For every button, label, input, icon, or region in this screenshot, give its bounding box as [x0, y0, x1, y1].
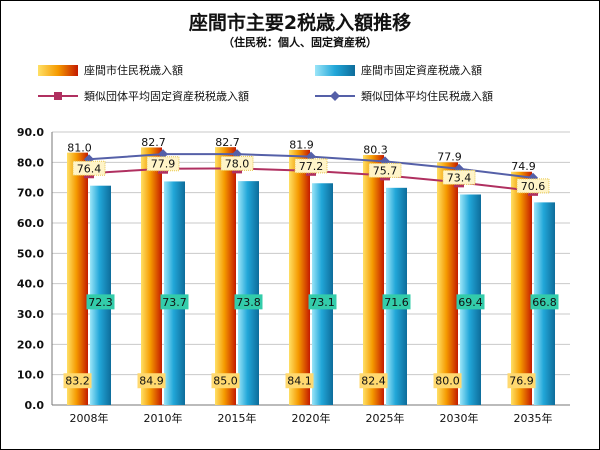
data-label-similar-property-tax-box: [72, 160, 106, 176]
y-tick-label: 20.0: [17, 338, 44, 351]
y-tick-label: 40.0: [17, 278, 44, 291]
data-label-similar-property-tax: 77.2: [299, 160, 324, 173]
y-tick-label: 90.0: [17, 126, 44, 139]
bar-resident-tax: [215, 147, 236, 405]
data-label-property-tax-box: [86, 294, 115, 310]
data-label-resident-tax-box: [507, 373, 536, 389]
legend-swatch-property-tax: [315, 64, 355, 76]
chart-subtitle: （住民税：個人、固定資産税）: [223, 36, 377, 49]
legend-swatch-similar-property-tax: [38, 92, 78, 100]
data-label-resident-tax: 84.9: [139, 375, 164, 388]
data-label-property-tax: 73.1: [310, 296, 335, 309]
bar-resident-tax: [67, 152, 88, 405]
bar-property-tax: [238, 181, 259, 405]
data-label-property-tax-box: [234, 294, 263, 310]
data-label-similar-property-tax: 78.0: [225, 157, 250, 170]
y-tick-label: 50.0: [17, 247, 44, 260]
x-tick-label: 2025年: [366, 411, 405, 425]
data-label-similar-property-tax: 76.4: [77, 162, 102, 175]
data-label-similar-property-tax: 70.6: [521, 180, 546, 193]
data-label-property-tax-box: [308, 294, 337, 310]
data-label-resident-tax: 83.2: [65, 375, 90, 388]
legend-item-resident-tax: 座間市住民税歳入額: [38, 62, 183, 78]
y-tick-label: 0.0: [25, 399, 45, 412]
legend-swatch-resident-tax: [38, 64, 78, 76]
data-label-similar-property-tax-box: [294, 158, 328, 174]
data-label-resident-tax: 84.1: [287, 375, 312, 388]
legend-item-similar-property-tax: 類似団体平均固定資産税税歳入額: [38, 88, 249, 104]
y-tick-label: 10.0: [17, 369, 44, 382]
data-label-property-tax: 71.6: [384, 296, 409, 309]
data-label-resident-tax-box: [137, 373, 166, 389]
y-tick-label: 70.0: [17, 187, 44, 200]
x-tick-label: 2035年: [514, 411, 553, 425]
data-label-similar-property-tax: 75.7: [373, 164, 398, 177]
data-label-resident-tax: 85.0: [213, 375, 238, 388]
legend-label: 座間市住民税歳入額: [84, 64, 183, 77]
legend-swatch-similar-resident-tax: [315, 91, 355, 101]
bar-resident-tax: [141, 147, 162, 405]
data-label-similar-property-tax-box: [442, 169, 476, 185]
data-label-similar-resident-tax: 82.7: [141, 136, 166, 149]
data-label-resident-tax-box: [285, 373, 314, 389]
legend-label: 座間市固定資産税歳入額: [361, 64, 482, 77]
data-label-similar-property-tax-box: [220, 155, 254, 171]
bar-resident-tax: [363, 155, 384, 405]
data-label-property-tax: 69.4: [458, 296, 483, 309]
legend-item-property-tax: 座間市固定資産税歳入額: [315, 62, 482, 78]
data-label-similar-resident-tax: 74.9: [511, 160, 536, 173]
bar-resident-tax: [437, 162, 458, 405]
x-tick-label: 2020年: [292, 411, 331, 425]
data-label-similar-resident-tax: 82.7: [215, 136, 240, 149]
x-tick-label: 2008年: [70, 411, 109, 425]
data-label-resident-tax: 80.0: [435, 375, 460, 388]
data-label-property-tax-box: [160, 294, 189, 310]
data-label-resident-tax-box: [63, 373, 92, 389]
x-tick-label: 2015年: [218, 411, 257, 425]
y-tick-label: 60.0: [17, 217, 44, 230]
data-label-property-tax-box: [382, 294, 411, 310]
legend-item-similar-resident-tax: 類似団体平均住民税歳入額: [315, 88, 493, 104]
chart-title: 座間市主要2税歳入額推移: [188, 12, 412, 34]
x-tick-label: 2010年: [144, 411, 183, 425]
legend-label: 類似団体平均住民税歳入額: [361, 90, 493, 103]
data-label-property-tax-box: [530, 294, 559, 310]
legend-label: 類似団体平均固定資産税税歳入額: [84, 90, 249, 103]
data-label-similar-property-tax-box: [368, 162, 402, 178]
data-label-property-tax: 73.7: [162, 296, 187, 309]
data-label-similar-resident-tax: 80.3: [363, 143, 388, 156]
data-label-similar-property-tax-box: [516, 178, 550, 194]
data-label-resident-tax-box: [433, 373, 462, 389]
data-label-property-tax: 72.3: [88, 296, 113, 309]
data-label-similar-resident-tax: 81.9: [289, 139, 314, 152]
data-label-similar-property-tax: 77.9: [151, 158, 176, 171]
data-label-similar-resident-tax: 81.0: [67, 141, 92, 154]
x-tick-label: 2030年: [440, 411, 479, 425]
data-label-property-tax-box: [456, 294, 485, 310]
data-label-property-tax: 66.8: [532, 296, 557, 309]
data-label-resident-tax-box: [211, 373, 240, 389]
data-label-resident-tax-box: [359, 373, 388, 389]
y-tick-label: 80.0: [17, 156, 44, 169]
bar-resident-tax: [289, 149, 310, 405]
data-label-similar-resident-tax: 77.9: [437, 151, 462, 164]
data-label-similar-property-tax: 73.4: [447, 171, 472, 184]
data-label-resident-tax: 82.4: [361, 375, 386, 388]
y-tick-label: 30.0: [17, 308, 44, 321]
bar-resident-tax: [511, 171, 532, 405]
bar-property-tax: [164, 181, 185, 405]
data-label-property-tax: 73.8: [236, 296, 261, 309]
data-label-similar-property-tax-box: [146, 156, 180, 172]
data-label-resident-tax: 76.9: [509, 375, 534, 388]
bar-property-tax: [312, 183, 333, 405]
